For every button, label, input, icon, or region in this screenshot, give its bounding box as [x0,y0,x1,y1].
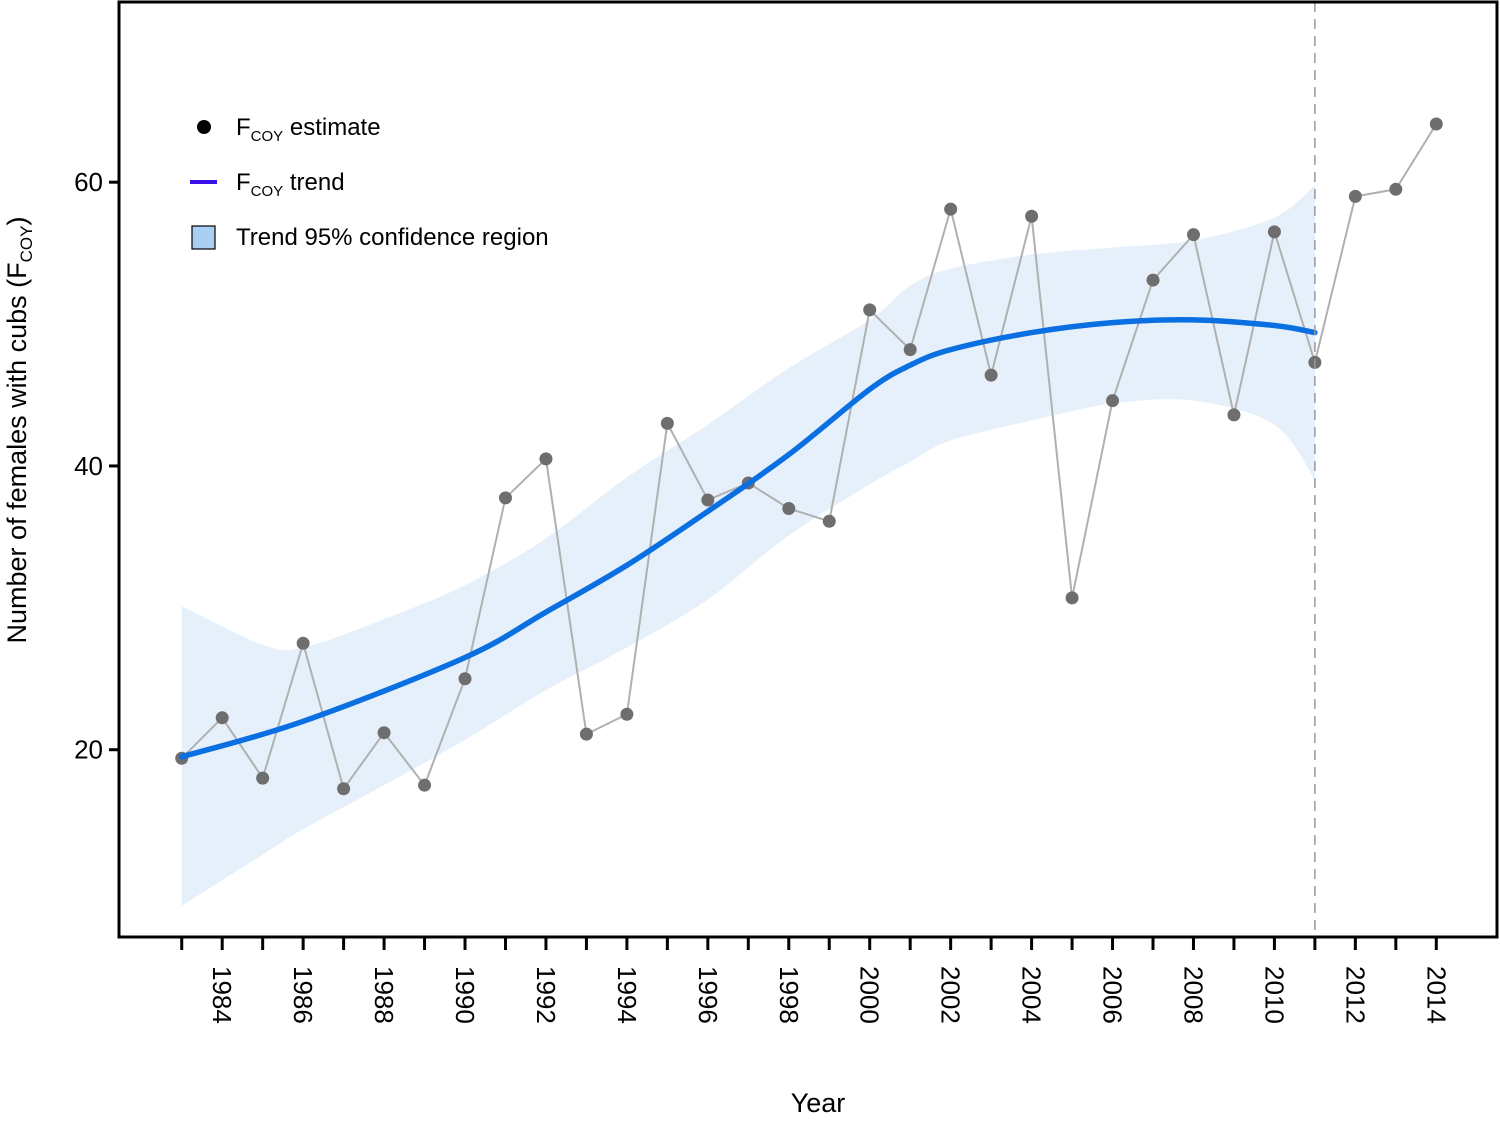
estimate-point-1991 [498,491,512,505]
x-tick-label-1994: 1994 [612,966,642,1024]
x-tick-label-2014: 2014 [1421,966,1451,1024]
plot-frame [117,0,1499,939]
x-tick-label-2012: 2012 [1340,966,1370,1024]
x-tick-label-2000: 2000 [855,966,885,1024]
estimate-point-2010 [1267,225,1281,239]
x-tick-label-2010: 2010 [1259,966,1289,1024]
estimate-point-2014 [1429,117,1443,131]
x-tick-label-2008: 2008 [1178,966,1208,1024]
x-tick-label-2002: 2002 [936,966,966,1024]
estimate-layer [175,117,1443,796]
legend-label-2: Trend 95% confidence region [236,224,549,251]
x-tick-label-2004: 2004 [1017,966,1047,1024]
legend-label-main: F [236,169,251,196]
x-tick-label-1984: 1984 [207,966,237,1024]
estimate-point-1984 [215,711,229,725]
estimate-point-1990 [458,672,472,686]
estimate-point-1989 [418,778,432,792]
legend-label-sub: COY [251,128,284,145]
legend-dot-icon [197,120,211,134]
x-tick-label-1998: 1998 [774,966,804,1024]
x-tick-label-1988: 1988 [369,966,399,1024]
estimate-point-2006 [1106,394,1120,408]
estimate-point-1995 [660,416,674,430]
estimate-point-1986 [296,636,310,650]
x-axis-title: Year [791,1088,846,1118]
x-tick-label-1990: 1990 [450,966,480,1024]
estimate-point-1987 [337,782,351,796]
legend-label-1: FCOY trend [236,169,345,200]
estimate-point-2002 [944,202,958,216]
x-tick-label-2006: 2006 [1098,966,1128,1024]
estimate-point-2012 [1348,189,1362,203]
legend-label-main: Trend 95% confidence region [236,224,549,251]
estimate-point-2005 [1065,591,1079,605]
estimate-line [181,123,1438,792]
y-tick-label-40: 40 [74,451,103,481]
legend-label-sub: COY [251,183,284,200]
estimate-point-2003 [984,368,998,382]
y-tick-label-60: 60 [74,167,103,197]
y-tick-label-20: 20 [74,735,103,765]
confidence-region-layer [181,185,1315,906]
estimate-point-1993 [579,727,593,741]
legend-box-icon [191,225,216,250]
estimate-point-1985 [256,771,270,785]
estimate-point-1999 [822,514,836,528]
x-tick-label-1992: 1992 [531,966,561,1024]
confidence-region [181,185,1315,906]
legend-label-rest: trend [283,169,344,196]
axes: 20 40 60 1984 1986 1988 1990 1992 1994 1996 1998 20… [74,0,1499,1024]
estimate-point-1994 [620,707,634,721]
estimate-point-2013 [1389,182,1403,196]
estimate-point-2004 [1025,209,1039,223]
estimate-point-2001 [903,343,917,357]
estimate-point-2008 [1186,228,1200,242]
trend-layer [178,316,1318,760]
legend-label-rest: estimate [283,114,380,141]
legend-label-main: F [236,114,251,141]
x-tick-label-1986: 1986 [288,966,318,1024]
estimate-point-1992 [539,452,553,466]
estimate-point-1998 [782,502,796,516]
x-tick-label-1996: 1996 [693,966,723,1024]
estimate-point-2007 [1146,273,1160,287]
legend-label-0: FCOY estimate [236,114,381,145]
trend-line [178,316,1318,760]
y-axis-title: Number of females with cubs (FCOY) [2,217,36,644]
estimate-point-2009 [1227,408,1241,422]
estimate-point-1988 [377,726,391,740]
estimate-point-1996 [701,493,715,507]
estimate-point-2000 [863,303,877,317]
